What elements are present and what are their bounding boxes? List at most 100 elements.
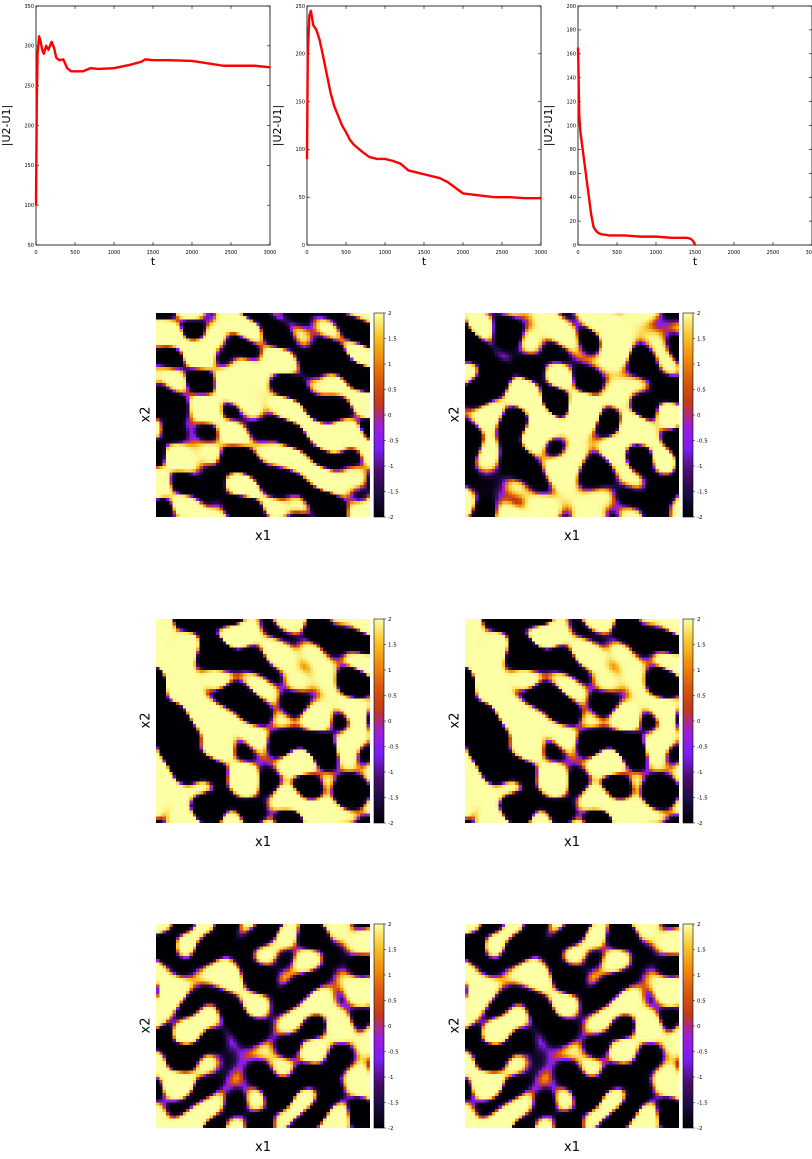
heatmap-cell: [202, 459, 207, 463]
heatmap-cell: [246, 354, 250, 358]
x-tick-label: 1500: [147, 250, 160, 256]
heatmap-cell: [605, 313, 609, 317]
heatmap-cell: [366, 459, 370, 463]
heatmap-cell: [346, 475, 351, 479]
heatmap-cell: [558, 316, 563, 320]
heatmap-cell: [252, 373, 257, 377]
heatmap-cell: [216, 386, 220, 390]
heatmap-cell: [159, 488, 163, 492]
heatmap-cell: [323, 459, 327, 463]
heatmap-cell: [366, 494, 370, 499]
heatmap-cell: [236, 344, 240, 349]
heatmap-cell: [196, 332, 200, 336]
heatmap-cell: [229, 415, 234, 419]
heatmap-cell: [286, 376, 290, 381]
heatmap-cell: [548, 313, 553, 317]
heatmap-cell: [242, 481, 247, 486]
heatmap-cell: [276, 354, 280, 358]
heatmap-cell: [303, 351, 307, 355]
heatmap-cell: [293, 373, 297, 377]
heatmap-cell: [166, 379, 170, 384]
heatmap-cell: [172, 344, 177, 349]
heatmap-cell: [602, 316, 606, 320]
heatmap-cell: [276, 335, 280, 339]
data-point: [58, 59, 61, 62]
heatmap-cell: [189, 338, 193, 342]
heatmap-cell: [336, 501, 341, 505]
heatmap-cell: [186, 313, 190, 317]
heatmap-cell: [219, 421, 224, 425]
heatmap-cell: [306, 504, 310, 508]
heatmap-cell: [242, 328, 247, 333]
heatmap-cell: [219, 424, 224, 428]
heatmap-cell: [216, 418, 220, 422]
heatmap-cell: [313, 364, 317, 368]
heatmap-cell: [263, 427, 267, 432]
heatmap-cell: [485, 322, 489, 326]
heatmap-cell: [276, 383, 280, 387]
heatmap-cell: [333, 510, 337, 514]
heatmap-cell: [286, 469, 290, 473]
heatmap-cell: [326, 513, 331, 517]
heatmap-cell: [326, 351, 331, 355]
heatmap-cell: [169, 446, 173, 451]
heatmap-cell: [286, 408, 290, 412]
heatmap-cell: [505, 313, 509, 317]
heatmap-cell: [219, 351, 224, 355]
heatmap-cell: [296, 338, 300, 342]
heatmap-cell: [356, 395, 361, 400]
heatmap-cell: [182, 478, 187, 483]
heatmap-cell: [333, 341, 337, 346]
heatmap-cell: [313, 437, 317, 441]
heatmap-cell: [206, 430, 210, 435]
heatmap-cell: [156, 335, 160, 339]
heatmap-cell: [329, 478, 334, 483]
heatmap-cell: [313, 466, 317, 470]
heatmap-cell: [471, 341, 476, 346]
heatmap-cell: [349, 376, 354, 381]
heatmap-cell: [162, 481, 167, 486]
heatmap-cell: [346, 421, 351, 425]
heatmap-cell: [359, 328, 364, 333]
heatmap-cell: [336, 395, 341, 400]
heatmap-cell: [182, 373, 187, 377]
heatmap-cell: [279, 373, 284, 377]
heatmap-cell: [299, 481, 304, 486]
heatmap-cell: [219, 459, 224, 463]
heatmap-cell: [156, 475, 160, 479]
heatmap-cell: [263, 325, 267, 330]
heatmap-cell: [635, 325, 640, 330]
heatmap-cell: [286, 389, 290, 393]
heatmap-cell: [192, 351, 197, 355]
heatmap-cell: [249, 367, 254, 371]
heatmap-cell: [665, 328, 670, 333]
heatmap-cell: [475, 328, 479, 333]
heatmap-cell: [333, 418, 337, 422]
heatmap-cell: [521, 313, 526, 317]
data-point: [585, 178, 588, 181]
heatmap-cell: [179, 360, 183, 365]
heatmap-cell: [343, 421, 347, 425]
heatmap-cell: [329, 376, 334, 381]
heatmap-cell: [246, 370, 250, 374]
heatmap-cell: [356, 462, 361, 467]
heatmap-cell: [263, 446, 267, 451]
heatmap-cell: [286, 354, 290, 358]
heatmap-cell: [159, 364, 163, 368]
heatmap-cell: [219, 408, 224, 412]
heatmap-cell: [176, 373, 180, 377]
heatmap-cell: [219, 446, 224, 451]
heatmap-cell: [179, 383, 183, 387]
heatmap-cell: [206, 322, 210, 326]
heatmap-cell: [222, 440, 227, 444]
heatmap-cell: [236, 456, 240, 460]
heatmap-cell: [256, 427, 260, 432]
heatmap-cell: [242, 408, 247, 412]
heatmap-cell: [356, 513, 361, 517]
heatmap-cell: [169, 415, 173, 419]
heatmap-cell: [219, 437, 224, 441]
heatmap-cell: [595, 332, 599, 336]
heatmap-cell: [481, 313, 486, 317]
heatmap-cell: [179, 348, 183, 352]
heatmap-cell: [359, 510, 364, 514]
